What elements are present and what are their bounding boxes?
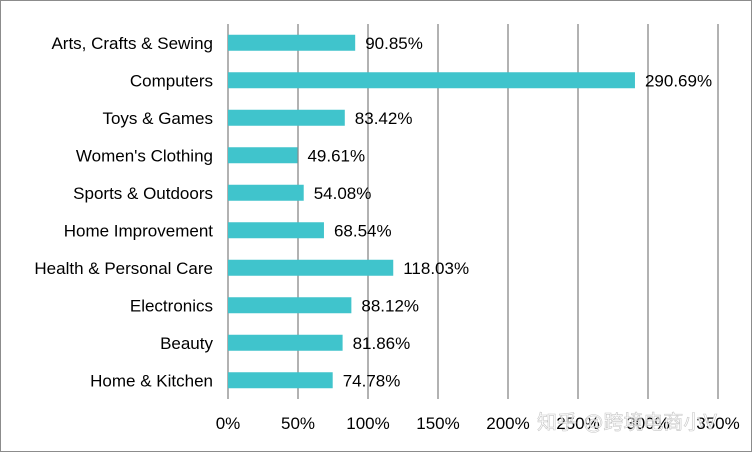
data-label: 90.85%: [365, 34, 423, 53]
data-label: 54.08%: [314, 184, 372, 203]
data-label: 49.61%: [307, 146, 365, 165]
labels: Arts, Crafts & Sewing 90.85% Computers 290.…: [34, 34, 712, 391]
category-label: Electronics: [130, 296, 213, 315]
x-tick-label: 250%: [556, 414, 599, 433]
x-tick-label: 350%: [696, 414, 739, 433]
bar: [228, 147, 298, 164]
bar: [228, 259, 394, 276]
x-tick-label: 50%: [281, 414, 315, 433]
category-label: Computers: [130, 71, 213, 90]
bar: [228, 372, 333, 389]
category-label: Arts, Crafts & Sewing: [51, 34, 213, 53]
bar: [228, 34, 356, 51]
x-tick-label: 300%: [626, 414, 669, 433]
bar: [228, 184, 304, 201]
bar: [228, 297, 352, 314]
x-tick-label: 150%: [416, 414, 459, 433]
category-label: Toys & Games: [102, 109, 213, 128]
bars: [228, 34, 635, 389]
bar: [228, 222, 324, 239]
data-label: 81.86%: [353, 334, 411, 353]
watermark-text: 知乎 @跨境电商小V: [537, 410, 717, 434]
bar: [228, 334, 343, 351]
data-label: 68.54%: [334, 221, 392, 240]
category-label: Home Improvement: [64, 221, 214, 240]
x-tick-label: 200%: [486, 414, 529, 433]
category-label: Women's Clothing: [76, 146, 213, 165]
data-label: 118.03%: [403, 259, 469, 278]
data-label: 74.78%: [343, 371, 401, 390]
value-axis: 0% 50% 100% 150% 200% 250% 300% 350%: [216, 414, 740, 433]
bar: [228, 72, 635, 89]
bar: [228, 109, 345, 126]
x-tick-label: 100%: [346, 414, 389, 433]
data-label: 83.42%: [355, 109, 413, 128]
x-tick-label: 0%: [216, 414, 241, 433]
data-label: 88.12%: [361, 296, 419, 315]
category-label: Health & Personal Care: [34, 259, 213, 278]
category-label: Home & Kitchen: [90, 371, 213, 390]
data-label: 290.69%: [645, 71, 712, 90]
category-label: Beauty: [160, 334, 213, 353]
category-label: Sports & Outdoors: [73, 184, 213, 203]
